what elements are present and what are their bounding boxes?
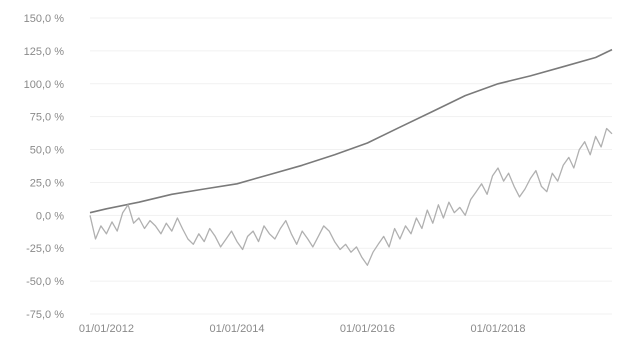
y-tick-label: -50,0 %	[26, 276, 64, 288]
y-tick-label: 50,0 %	[30, 145, 64, 157]
x-tick-label: 01/01/2018	[470, 323, 525, 335]
y-axis: 150,0 % 125,0 % 100,0 % 75,0 % 50,0 % 25,0 % 0…	[24, 13, 65, 321]
y-tick-label: 125,0 %	[24, 46, 65, 58]
x-tick-label: 01/01/2016	[340, 323, 395, 335]
x-tick-label: 01/01/2012	[79, 323, 134, 335]
series-layer	[89, 48, 613, 266]
series-line-2	[89, 127, 613, 266]
y-tick-label: -75,0 %	[26, 309, 64, 321]
y-tick-label: 75,0 %	[30, 112, 64, 124]
y-tick-label: 150,0 %	[24, 13, 65, 25]
y-tick-label: -25,0 %	[26, 243, 64, 255]
series-line-1	[89, 48, 613, 214]
y-tick-label: 25,0 %	[30, 177, 64, 189]
y-tick-label: 100,0 %	[24, 79, 65, 91]
y-tick-label: 0,0 %	[36, 210, 64, 222]
x-tick-label: 01/01/2014	[209, 323, 264, 335]
grid-layer	[90, 17, 612, 315]
x-axis: 01/01/2012 01/01/2014 01/01/2016 01/01/2018	[79, 323, 526, 335]
